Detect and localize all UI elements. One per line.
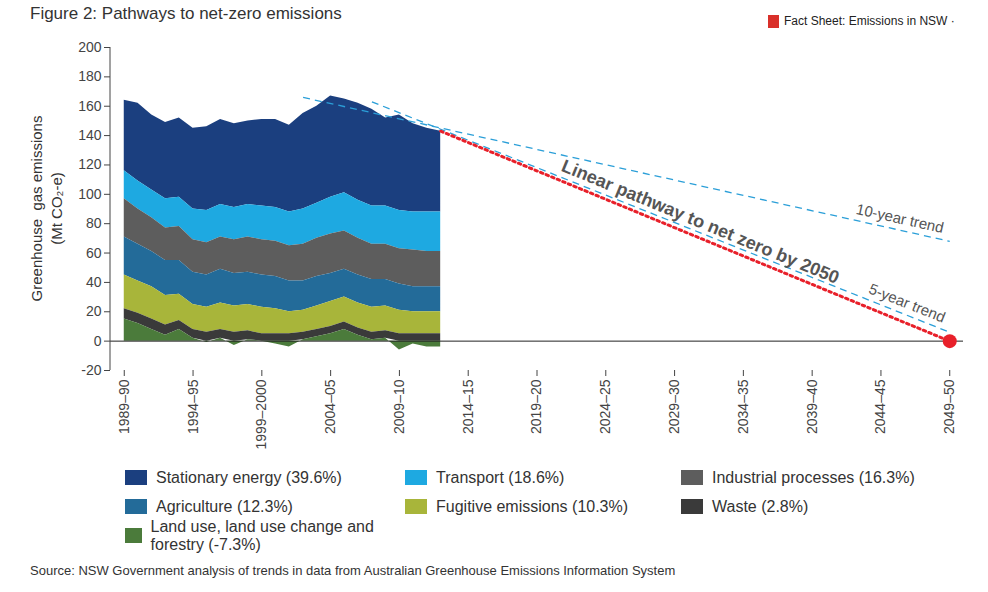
- svg-text:1999–2000: 1999–2000: [253, 379, 269, 449]
- svg-text:2004–05: 2004–05: [322, 379, 338, 434]
- svg-text:140: 140: [78, 127, 102, 143]
- html-text:Stationary energy (39.6%): Stationary energy (39.6%): [156, 468, 342, 486]
- html-text:Waste (2.8%): Waste (2.8%): [712, 497, 809, 515]
- html-text:Industrial processes (16.3%): Industrial processes (16.3%): [712, 468, 915, 486]
- svg-text:2034–35: 2034–35: [735, 379, 751, 434]
- svg-text:2044–45: 2044–45: [872, 379, 888, 434]
- svg-text:2049–50: 2049–50: [941, 379, 957, 434]
- svg-text:2014–15: 2014–15: [460, 379, 476, 434]
- svg-text:10-year trend: 10-year trend: [855, 200, 946, 236]
- svg-text:80: 80: [86, 215, 102, 231]
- svg-text:200: 200: [78, 39, 102, 55]
- svg-text:120: 120: [78, 156, 102, 172]
- svg-text:-20: -20: [81, 362, 101, 378]
- svg-text:2029–30: 2029–30: [666, 379, 682, 434]
- svg-text:0: 0: [94, 333, 102, 349]
- html-text:Fugitive emissions (10.3%): Fugitive emissions (10.3%): [436, 497, 629, 515]
- svg-text:2019–20: 2019–20: [528, 379, 544, 434]
- svg-text:40: 40: [86, 274, 102, 290]
- svg-text:1989–90: 1989–90: [116, 379, 132, 434]
- svg-text:100: 100: [78, 186, 102, 202]
- svg-text:180: 180: [78, 68, 102, 84]
- svg-text:2024–25: 2024–25: [597, 379, 613, 434]
- svg-text:5-year trend: 5-year trend: [867, 280, 948, 326]
- svg-text:20: 20: [86, 303, 102, 319]
- svg-text:2039–40: 2039–40: [804, 379, 820, 434]
- svg-text:60: 60: [86, 245, 102, 261]
- svg-text:2009–10: 2009–10: [391, 379, 407, 434]
- svg-text:Greenhouse gas emissions: Greenhouse gas emissions: [28, 116, 45, 302]
- svg-text:Linear pathway to net zero by: Linear pathway to net zero by 2050: [559, 156, 842, 288]
- html-text:Fact Sheet: Emissions in NSW ·: Fact Sheet: Emissions in NSW ·: [784, 14, 955, 28]
- svg-text:160: 160: [78, 98, 102, 114]
- html-text:Agriculture (12.3%): Agriculture (12.3%): [156, 497, 293, 515]
- html-text:Land use, land use change and: Land use, land use change and forestry (…: [150, 517, 374, 553]
- html-text:Figure 2: Pathways to net-zero: Figure 2: Pathways to net-zero emissions: [30, 4, 342, 23]
- svg-text:1994–95: 1994–95: [185, 379, 201, 434]
- html-text:Source: NSW Government analysi: Source: NSW Government analysis of trend…: [30, 563, 676, 578]
- html-text:Transport (18.6%): Transport (18.6%): [436, 468, 565, 486]
- svg-text:(Mt CO₂-e): (Mt CO₂-e): [48, 172, 65, 244]
